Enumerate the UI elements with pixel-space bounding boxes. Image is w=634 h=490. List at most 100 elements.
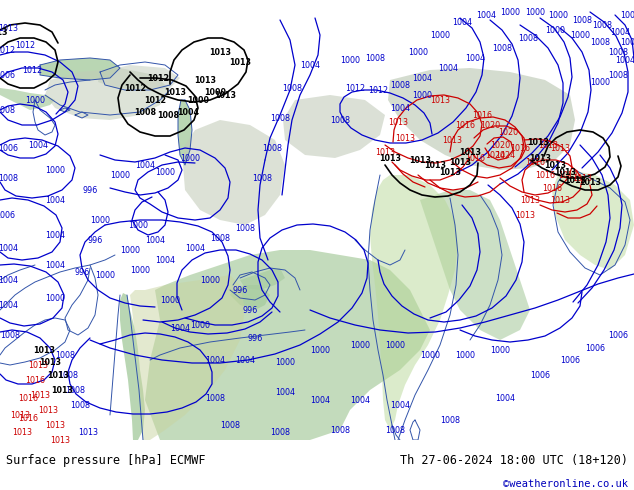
Text: 1000: 1000 [155,168,175,176]
Text: 1000: 1000 [90,216,110,224]
Text: 1000: 1000 [190,320,210,329]
Text: 1004: 1004 [610,27,630,36]
Text: 1008: 1008 [590,38,610,47]
Text: 1012: 1012 [22,66,42,74]
Text: 1008: 1008 [365,53,385,63]
Text: 1008: 1008 [608,71,628,79]
Text: 1013: 1013 [47,370,69,379]
Text: 1004: 1004 [155,255,175,265]
Text: 1004: 1004 [45,261,65,270]
Text: Surface pressure [hPa] ECMWF: Surface pressure [hPa] ECMWF [6,454,206,467]
Text: 1013: 1013 [554,168,576,176]
Text: 1013: 1013 [442,136,462,145]
Text: 1000: 1000 [490,345,510,354]
Text: 1008: 1008 [0,105,15,115]
Polygon shape [98,65,180,90]
Text: 1008: 1008 [70,400,90,410]
Text: 1013: 1013 [51,386,73,394]
Text: 1004: 1004 [465,53,485,63]
Text: 1000: 1000 [548,10,568,20]
Text: 1016: 1016 [465,153,485,163]
Text: 1016: 1016 [18,414,38,422]
Text: 1008: 1008 [270,427,290,437]
Text: 1013: 1013 [424,161,446,170]
Text: 1000: 1000 [350,341,370,349]
Text: 1008: 1008 [608,48,628,56]
Text: 1004: 1004 [390,103,410,113]
Text: 1016: 1016 [510,144,530,152]
Text: 1000: 1000 [187,96,209,104]
Text: 1012: 1012 [15,41,35,49]
Text: 1008: 1008 [55,350,75,360]
Text: 1000: 1000 [160,295,180,304]
Polygon shape [130,275,245,440]
Text: 1020: 1020 [498,127,518,137]
Text: 1013: 1013 [544,161,566,170]
Text: 996: 996 [82,186,98,195]
Text: 1000: 1000 [385,341,405,349]
Text: 1013: 1013 [28,361,48,369]
Text: 1008: 1008 [58,370,78,379]
Text: Th 27-06-2024 18:00 UTC (18+120): Th 27-06-2024 18:00 UTC (18+120) [399,454,628,467]
Text: 1008: 1008 [65,386,85,394]
Text: 1008: 1008 [385,425,405,435]
Text: 1012: 1012 [124,83,146,93]
Text: 996: 996 [242,305,257,315]
Text: 1013: 1013 [395,133,415,143]
Text: 1004: 1004 [0,300,18,310]
Text: 1004: 1004 [0,275,18,285]
Text: 1004: 1004 [390,400,410,410]
Text: 1000: 1000 [310,345,330,354]
Text: 996: 996 [74,268,89,276]
Text: 1004: 1004 [350,395,370,405]
Text: 1006: 1006 [0,144,18,152]
Text: 1004: 1004 [145,236,165,245]
Text: 1000: 1000 [200,275,220,285]
Text: 1013: 1013 [375,147,395,156]
Text: 1000: 1000 [340,55,360,65]
Text: 1004: 1004 [300,60,320,70]
Polygon shape [183,120,285,225]
Text: 1000: 1000 [110,171,130,179]
Polygon shape [240,268,285,290]
Text: 1000: 1000 [545,25,565,34]
Text: 1012: 1012 [0,46,15,54]
Text: 1013: 1013 [520,196,540,204]
Text: 1016: 1016 [525,157,545,167]
Text: 1008: 1008 [157,111,179,120]
Text: 1013: 1013 [449,157,471,167]
Text: 996: 996 [233,286,248,294]
Text: 1000: 1000 [430,30,450,40]
Polygon shape [40,58,120,80]
Text: 1000: 1000 [570,30,590,40]
Text: 1013: 1013 [459,147,481,156]
Text: 1013: 1013 [550,196,570,204]
Text: 1004: 1004 [620,10,634,20]
Text: 1004: 1004 [310,395,330,405]
Text: 1004: 1004 [452,18,472,26]
Text: 1004: 1004 [0,244,18,252]
Text: 1013: 1013 [579,177,601,187]
Text: 1016: 1016 [472,111,492,120]
Text: 1013: 1013 [10,411,30,419]
Text: 1008: 1008 [270,114,290,122]
Text: 1006: 1006 [530,370,550,379]
Polygon shape [420,190,530,340]
Text: 1008: 1008 [592,21,612,29]
Text: 1012: 1012 [345,83,365,93]
Text: 1016: 1016 [542,183,562,193]
Text: 1013: 1013 [164,88,186,97]
Text: 1013: 1013 [12,427,32,437]
Text: 1004: 1004 [438,64,458,73]
Text: 1008: 1008 [330,425,350,435]
Text: 1024: 1024 [485,150,505,160]
Text: 1013: 1013 [538,141,558,149]
Polygon shape [552,170,634,270]
Text: ©weatheronline.co.uk: ©weatheronline.co.uk [503,479,628,489]
Text: 1004: 1004 [45,230,65,240]
Text: 013: 013 [0,27,8,36]
Text: 996: 996 [87,236,103,245]
Text: 1013: 1013 [30,391,50,399]
Text: 1013: 1013 [45,420,65,430]
Text: 1000: 1000 [412,91,432,99]
